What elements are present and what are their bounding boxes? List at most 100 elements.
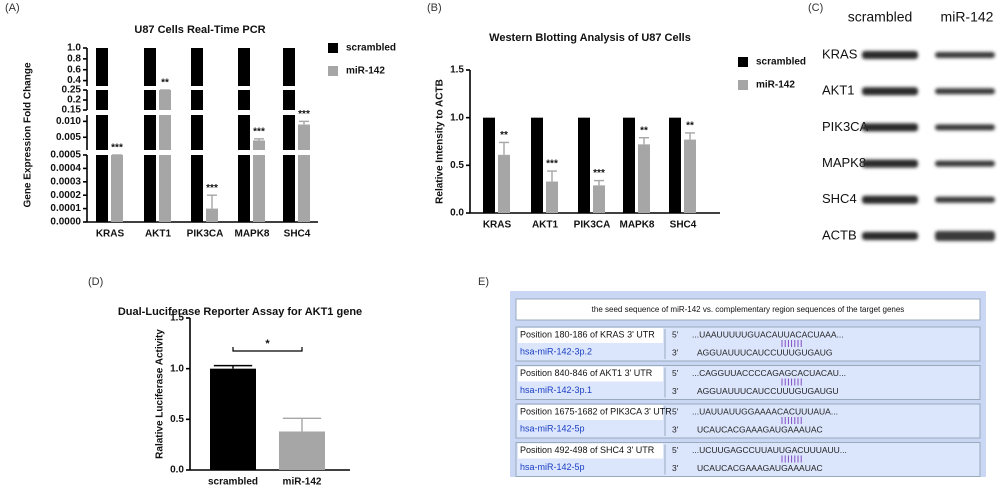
bar: [238, 48, 250, 86]
blot-band: [935, 124, 995, 131]
utr-end: 5': [672, 329, 679, 339]
y-tick-label: 0.010: [56, 116, 81, 127]
legend-label: scrambled: [756, 57, 806, 68]
bar: [253, 155, 265, 222]
y-tick-label: 0.0000: [50, 217, 81, 228]
x-tick-label: PIK3CA: [187, 229, 224, 240]
blot-band: [862, 123, 918, 132]
x-tick-label: SHC4: [670, 220, 697, 231]
y-tick-label: 0.25: [62, 85, 82, 96]
bar: [531, 117, 543, 213]
y-tick-label: 0.5: [170, 414, 184, 425]
bar: [593, 185, 605, 213]
chart-title: Dual-Luciferase Reporter Assay for AKT1 …: [118, 306, 362, 318]
bar: [283, 115, 295, 150]
x-tick-label: SHC4: [284, 229, 311, 240]
alignment-name-box: [518, 405, 663, 420]
significance: *: [265, 338, 270, 350]
y-tick-label: 0.0005: [50, 150, 81, 161]
bar: [111, 155, 123, 222]
y-tick-label: 0.5: [450, 160, 464, 171]
bar: [638, 144, 650, 213]
x-tick-label: KRAS: [96, 229, 125, 240]
bar: [191, 155, 203, 222]
bar: [191, 115, 203, 150]
y-tick-label: 0.15: [62, 105, 82, 116]
mirna-end: 3': [672, 463, 679, 473]
mirna-end: 3': [672, 424, 679, 434]
utr-sequence: ...CAGGUUACCCCAGAGCACUACAU...: [692, 368, 846, 378]
bar: [283, 48, 295, 86]
y-tick-label: 1.5: [450, 65, 464, 76]
blot-band: [862, 87, 918, 96]
x-tick-label: PIK3CA: [574, 220, 611, 231]
y-axis-label: Relative Intensity to ACTB: [435, 79, 446, 204]
significance: ***: [593, 168, 605, 179]
bar: [206, 208, 218, 222]
blot-row-label: KRAS: [822, 46, 858, 61]
blot-row-label: SHC4: [822, 191, 857, 206]
bar: [144, 48, 156, 86]
pairing-lines: [781, 455, 802, 463]
alignment-header: the seed sequence of miR-142 vs. complem…: [592, 305, 905, 314]
bar: [144, 90, 156, 110]
y-tick-label: 0.005: [56, 132, 81, 143]
legend-label: scrambled: [346, 43, 396, 54]
blot-row-label: AKT1: [822, 83, 855, 98]
legend-swatch: [328, 43, 338, 53]
y-tick-label: 0.8: [67, 53, 81, 64]
y-tick-label: 0.0002: [50, 190, 81, 201]
blot-row-label: MAPK8: [822, 155, 866, 170]
alignment-position: Position 840-846 of AKT1 3' UTR: [520, 368, 653, 378]
significance: **: [640, 125, 648, 136]
bar: [191, 90, 203, 110]
bar: [96, 115, 108, 150]
bar: [238, 155, 250, 222]
panel-label: (A): [5, 2, 20, 14]
x-tick-label: miR-142: [283, 477, 322, 488]
legend-label: miR-142: [346, 66, 385, 77]
bar: [546, 181, 558, 213]
panel-label: (C): [808, 2, 823, 14]
pairing-lines: [781, 378, 802, 386]
significance: ***: [111, 143, 123, 154]
bar: [253, 140, 265, 150]
significance: ***: [253, 127, 265, 138]
legend-label: miR-142: [756, 80, 795, 91]
utr-sequence: ...UAUUAUUGGAAAACACUUUAUA...: [692, 406, 838, 416]
blot-band: [862, 195, 918, 204]
significance: **: [686, 121, 694, 132]
chart-title: Western Blotting Analysis of U87 Cells: [489, 32, 691, 44]
chart-title: U87 Cells Real-Time PCR: [134, 24, 265, 36]
mirna-sequence: UCAUCACGAAAGAUGAAAUAC: [697, 424, 823, 434]
x-tick-label: KRAS: [483, 220, 512, 231]
mirna-end: 3': [672, 386, 679, 396]
blot-row-label: ACTB: [822, 227, 857, 242]
utr-end: 5': [672, 406, 679, 416]
y-tick-label: 0.0003: [50, 176, 81, 187]
bar: [669, 117, 681, 213]
utr-sequence: ...UAAUUUUUGUACAUUACACUAAA...: [692, 329, 844, 339]
bar: [159, 90, 171, 110]
alignment-mirna: hsa-miR-142-3p.1: [520, 385, 592, 395]
bar: [96, 90, 108, 110]
y-tick-label: 0.0: [450, 208, 464, 219]
x-tick-label: AKT1: [145, 229, 172, 240]
blot-band: [935, 231, 995, 241]
blot-band: [935, 52, 995, 58]
alignment-name-box: [518, 443, 663, 459]
blot-band: [935, 160, 995, 167]
alignment-name-box: [518, 328, 663, 343]
bar: [96, 155, 108, 222]
alignment-position: Position 180-186 of KRAS 3' UTR: [520, 329, 655, 339]
blot-column: miR-142: [941, 9, 994, 25]
bar: [298, 155, 310, 222]
alignment-mirna: hsa-miR-142-5p: [520, 423, 585, 433]
blot-column: scrambled: [848, 9, 913, 25]
bar: [684, 139, 696, 213]
significance-bracket: [232, 347, 303, 352]
alignment-name-box: [518, 366, 663, 382]
y-tick-label: 0.0: [170, 465, 184, 476]
significance: ***: [206, 183, 218, 194]
